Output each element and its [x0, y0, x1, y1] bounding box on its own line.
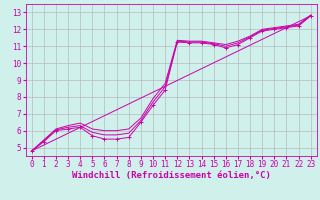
- X-axis label: Windchill (Refroidissement éolien,°C): Windchill (Refroidissement éolien,°C): [72, 171, 271, 180]
